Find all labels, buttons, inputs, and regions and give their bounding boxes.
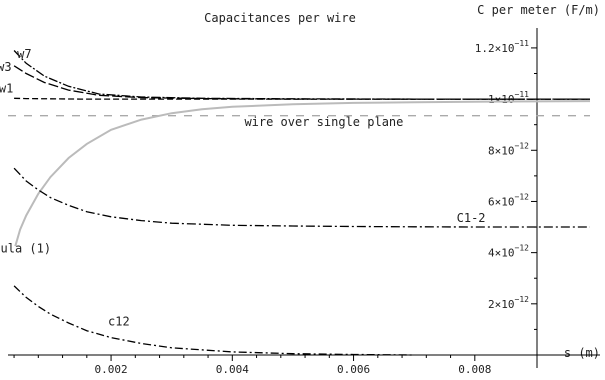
- series-c12-line: [13, 285, 415, 356]
- series-w3-line: [13, 65, 590, 100]
- annotation-single: wire over single plane: [244, 115, 403, 129]
- y-tick-label-1: 4×10−12: [488, 244, 529, 260]
- y-ticks: 2×10−12 4×10−12 6×10−12 8×10−12 1×10−11 1.2×1…: [475, 39, 537, 330]
- annotation-c1-2: C1-2: [457, 211, 486, 225]
- series-c1-2-line: [13, 167, 590, 228]
- annotation-w1: w1: [0, 82, 13, 96]
- series-layer: [8, 50, 591, 356]
- chart-title: Capacitances per wire: [204, 11, 356, 25]
- series-formula-1--line: [14, 100, 591, 247]
- y-tick-label-2: 6×10−12: [488, 192, 529, 208]
- y-axis-label: C per meter (F/m): [477, 3, 600, 17]
- annotation-formula: formula (1): [0, 242, 51, 256]
- x-ticks: 0.002 0.004 0.006 0.008: [13, 355, 491, 376]
- y-tick-label-0: 2×10−12: [488, 295, 529, 311]
- annotation-w7: w7: [17, 47, 31, 61]
- x-tick-label-1: 0.004: [216, 363, 249, 376]
- series-w7-line: [13, 50, 590, 100]
- x-tick-label-0: 0.002: [95, 363, 128, 376]
- y-tick-label-5: 1.2×10−11: [475, 39, 529, 55]
- y-tick-label-3: 8×10−12: [488, 141, 529, 157]
- series-w1-line: [14, 97, 590, 100]
- x-tick-label-3: 0.008: [458, 363, 491, 376]
- x-axis-label: s (m): [564, 346, 600, 360]
- annotation-c12: c12: [108, 315, 130, 329]
- y-tick-label-4: 1×10−11: [488, 90, 529, 106]
- annotation-layer: w7 w3 w1 wire over single plane C1-2 formula …: [0, 47, 486, 328]
- x-tick-label-2: 0.006: [337, 363, 370, 376]
- annotation-w3: w3: [0, 60, 12, 74]
